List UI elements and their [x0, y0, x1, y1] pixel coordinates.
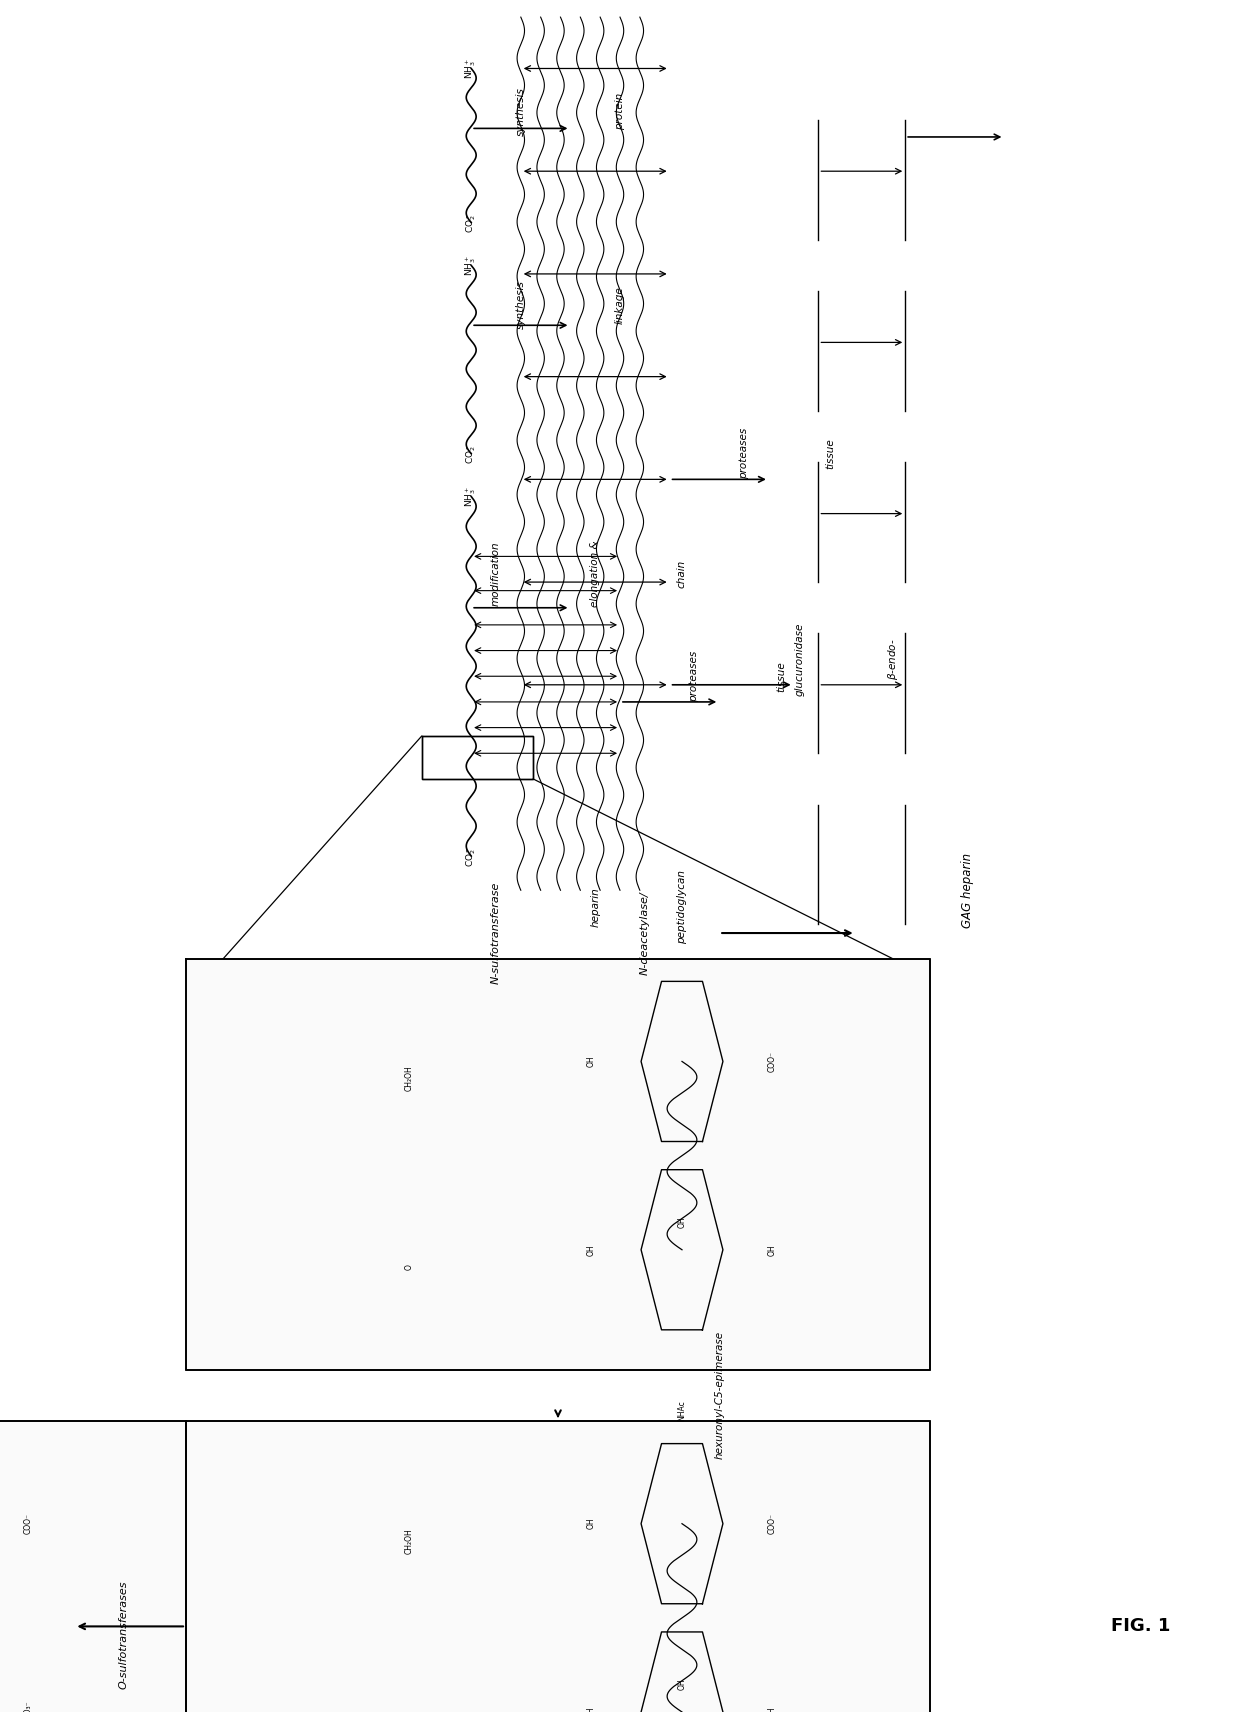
Text: glucuronidase: glucuronidase — [795, 623, 805, 695]
Text: N-sulfotransferase: N-sulfotransferase — [491, 882, 501, 984]
Text: NH$_3^+$: NH$_3^+$ — [464, 255, 479, 276]
Text: elongation &: elongation & — [590, 541, 600, 606]
Text: modification: modification — [491, 541, 501, 606]
Text: CO$_2^-$: CO$_2^-$ — [465, 212, 477, 233]
Text: tissue: tissue — [776, 661, 786, 692]
Text: NH$_3^+$: NH$_3^+$ — [464, 486, 479, 507]
Text: hexuronyl-C5-epimerase: hexuronyl-C5-epimerase — [714, 1332, 724, 1459]
Text: synthesis: synthesis — [516, 281, 526, 329]
Text: GAG heparin: GAG heparin — [961, 853, 973, 928]
Text: OH: OH — [677, 1217, 687, 1228]
Polygon shape — [186, 959, 930, 1370]
Text: CH₂OH: CH₂OH — [404, 1065, 414, 1092]
Text: O: O — [404, 1263, 414, 1270]
Text: linkage: linkage — [615, 286, 625, 324]
Text: OH: OH — [768, 1245, 777, 1255]
Text: chain: chain — [677, 560, 687, 587]
Text: CH₂OH: CH₂OH — [404, 1527, 414, 1554]
Text: OH: OH — [587, 1519, 596, 1529]
Text: proteases: proteases — [739, 428, 749, 479]
Text: NHAc: NHAc — [677, 1400, 687, 1421]
Text: COO⁻: COO⁻ — [24, 1513, 33, 1534]
Polygon shape — [0, 1421, 186, 1712]
Text: FIG. 1: FIG. 1 — [1111, 1618, 1171, 1635]
Text: COO⁻: COO⁻ — [768, 1051, 777, 1072]
Text: protein: protein — [615, 92, 625, 130]
Text: $\beta$-endo-: $\beta$-endo- — [885, 639, 900, 680]
Text: tissue: tissue — [826, 438, 836, 469]
Text: synthesis: synthesis — [516, 87, 526, 135]
Text: OH: OH — [587, 1707, 596, 1712]
Text: O-sulfotransferases: O-sulfotransferases — [119, 1580, 129, 1690]
Text: NH$_3^+$: NH$_3^+$ — [464, 58, 479, 79]
Text: OH: OH — [677, 1679, 687, 1690]
Text: N-deacetylase/: N-deacetylase/ — [640, 892, 650, 974]
Text: OH: OH — [587, 1056, 596, 1067]
Text: CO$_2^-$: CO$_2^-$ — [465, 846, 477, 866]
Text: peptidoglycan: peptidoglycan — [677, 870, 687, 945]
Text: OH: OH — [768, 1707, 777, 1712]
Text: OSO₃⁻: OSO₃⁻ — [24, 1700, 33, 1712]
Text: COO⁻: COO⁻ — [768, 1513, 777, 1534]
Text: CO$_2^-$: CO$_2^-$ — [465, 443, 477, 464]
Polygon shape — [186, 1421, 930, 1712]
Text: proteases: proteases — [689, 651, 699, 702]
Text: heparin: heparin — [590, 887, 600, 928]
Text: OH: OH — [587, 1245, 596, 1255]
